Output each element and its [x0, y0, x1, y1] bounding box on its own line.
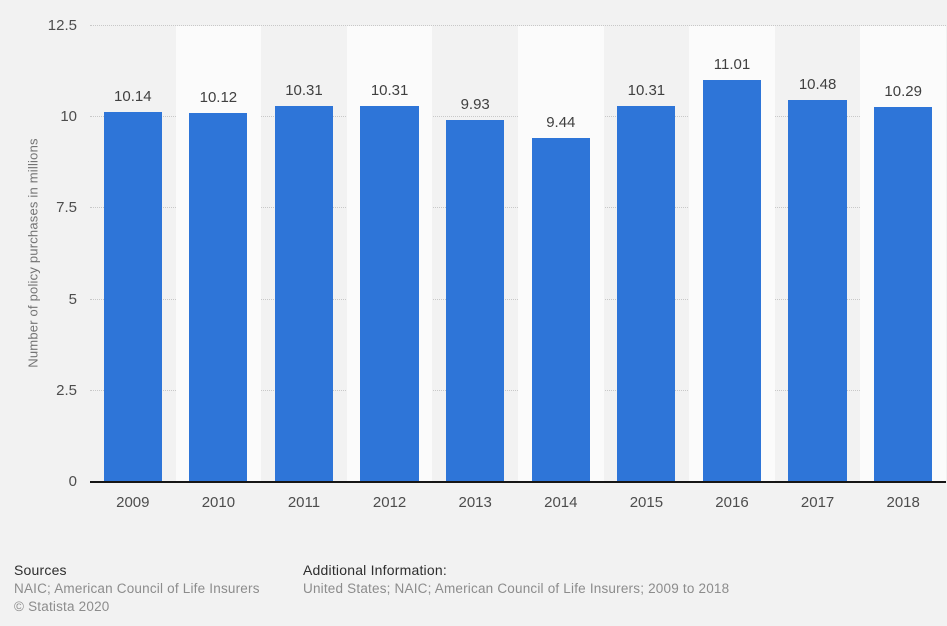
additional-line: United States; NAIC; American Council of…	[303, 581, 730, 596]
column-2015: 10.31 2015	[604, 26, 690, 511]
sources-block: Sources NAIC; American Council of Life I…	[14, 561, 260, 615]
value-label-2010: 10.12	[199, 88, 238, 106]
x-tick-label-2014: 2014	[544, 494, 578, 511]
bar-2015	[617, 105, 676, 482]
value-label-2016: 11.01	[713, 56, 751, 74]
value-label-2017: 10.48	[798, 75, 837, 93]
bar-2014	[531, 137, 590, 482]
x-tick-label-2015: 2015	[629, 494, 664, 511]
column-2013: 9.93 2013	[432, 26, 518, 511]
bar-2011	[274, 105, 334, 482]
gridline-12.5	[90, 25, 946, 26]
x-tick-label-2012: 2012	[372, 494, 407, 511]
x-axis-line	[90, 481, 946, 483]
column-2010: 10.12 2010	[175, 26, 262, 511]
value-label-2012: 10.31	[370, 81, 409, 99]
value-label-2011: 10.31	[285, 81, 323, 99]
y-tick-label-0: 0	[68, 473, 77, 490]
column-2016: 11.01 2016	[689, 26, 775, 511]
y-axis-title: Number of policy purchases in millions	[25, 138, 41, 368]
value-label-2013: 9.93	[460, 95, 490, 113]
column-2018: 10.29 2018	[860, 26, 946, 511]
y-tick-label-5: 5	[68, 290, 77, 308]
additional-heading: Additional Information:	[303, 562, 447, 578]
bar-2016	[702, 80, 762, 482]
x-tick-label-2011: 2011	[287, 494, 321, 511]
x-tick-label-2013: 2013	[458, 494, 492, 511]
column-2011: 10.31 2011	[261, 26, 347, 511]
x-tick-label-2016: 2016	[715, 494, 749, 511]
y-tick-label-12.5: 12.5	[47, 17, 77, 34]
column-2017: 10.48 2017	[775, 26, 861, 511]
value-label-2009: 10.14	[114, 88, 152, 106]
plot-area: 0 2.5 5 7.5 10 12.5 10.14 2009 10.12 2010 10.31 201…	[48, 17, 946, 511]
bar-2009	[103, 112, 162, 482]
bar-2017	[788, 99, 847, 482]
x-tick-label-2017: 2017	[800, 494, 835, 511]
sources-heading: Sources	[14, 562, 67, 578]
x-tick-label-2018: 2018	[886, 494, 920, 511]
x-tick-label-2009: 2009	[116, 494, 150, 511]
y-tick-label-2.5: 2.5	[56, 381, 77, 399]
x-tick-label-2010: 2010	[201, 494, 236, 511]
column-2012: 10.31 2012	[346, 26, 433, 511]
column-2009: 10.14 2009	[90, 26, 176, 511]
bar-2010	[189, 112, 248, 482]
column-2014: 9.44 2014	[518, 26, 604, 511]
sources-line: NAIC; American Council of Life Insurers	[14, 581, 260, 596]
copyright: © Statista 2020	[14, 598, 110, 614]
value-label-2018: 10.29	[884, 82, 922, 100]
bar-2012	[360, 105, 419, 482]
bar-2018	[874, 106, 933, 482]
bar-2013	[446, 119, 505, 482]
value-label-2014: 9.44	[546, 113, 576, 131]
y-tick-label-7.5: 7.5	[56, 199, 77, 217]
additional-info-block: Additional Information: United States; N…	[303, 561, 729, 598]
y-tick-label-10: 10	[60, 108, 77, 126]
value-label-2015: 10.31	[627, 81, 666, 99]
